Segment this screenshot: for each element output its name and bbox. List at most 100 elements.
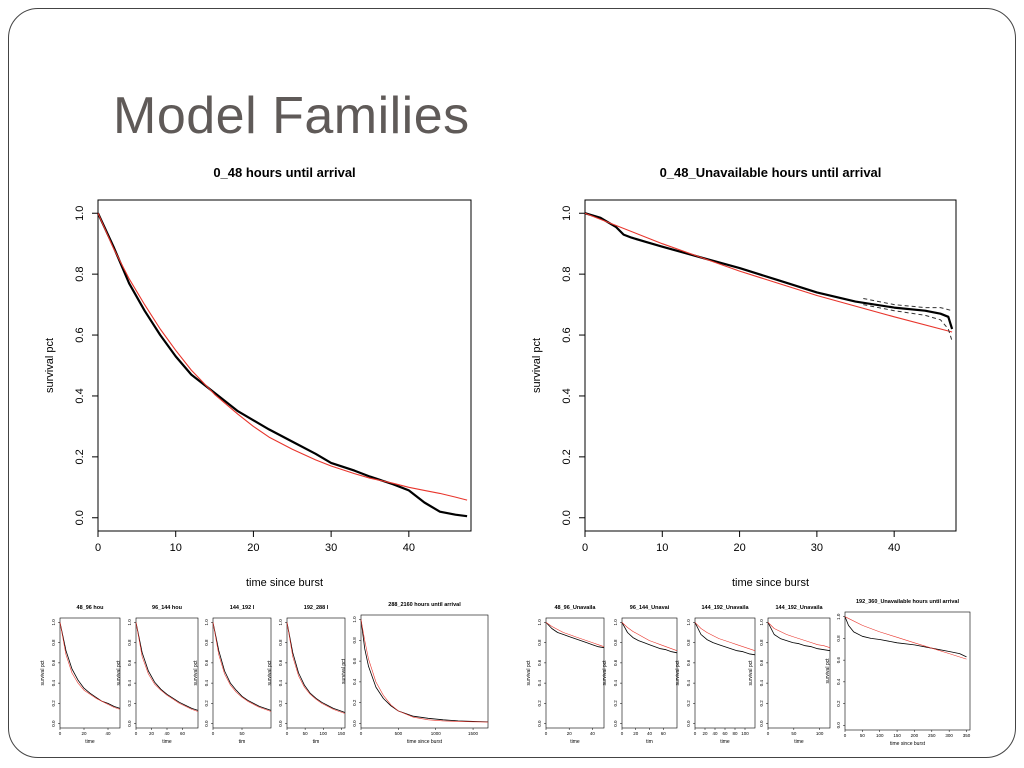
y-tick-label: 1.0 [74,206,86,221]
y-axis-label: survival pct [526,660,532,686]
x-axis-label: tim [313,739,320,745]
y-tick-label: 0.8 [537,639,542,646]
plot-frame [621,617,678,729]
plot-frame [360,614,489,729]
series-line-1 [135,622,199,711]
slide-title: Model Families [113,87,470,145]
series-line-2 [621,622,678,651]
chart-panel-5: 144_192 I 0.0 0.2 0.4 0.6 0.8 1.0 0 50 tim surviva… [193,605,272,745]
x-tick-label: 100 [741,731,749,736]
x-tick-label: 60 [722,731,728,736]
y-tick-label: 0.8 [836,635,841,642]
x-axis-label: tim [646,739,653,745]
series-line-2 [360,619,489,723]
y-tick-label: 0.6 [278,659,283,666]
y-tick-label: 1.0 [836,613,841,620]
y-tick-label: 1.0 [278,619,283,626]
x-tick-label: 250 [928,733,936,738]
series-line-2 [212,622,272,712]
x-tick-label: 10 [170,542,182,554]
series-line-1 [621,622,678,654]
series-line-1 [97,212,468,518]
series-line-2 [135,622,199,712]
x-tick-label: 20 [567,731,573,736]
y-tick-label: 0.2 [537,700,542,707]
y-tick-label: 1.0 [537,619,542,626]
y-axis-label: survival pct [531,338,543,393]
series-line-2 [767,622,831,648]
x-axis-label: time [794,739,804,745]
x-tick-label: 0 [212,731,215,736]
x-tick-label: 0 [767,731,770,736]
x-tick-label: 40 [105,731,111,736]
y-tick-label: 0.4 [759,679,764,686]
y-tick-label: 0.8 [561,266,573,281]
x-axis-label: time [162,739,172,745]
series-line-1 [286,622,346,713]
chart-title: 0_48 hours until arrival [213,165,355,180]
y-tick-label: 0.4 [836,678,841,685]
x-tick-label: 300 [945,733,953,738]
x-axis-label: time since burst [732,577,809,589]
y-tick-label: 0.6 [204,659,209,666]
x-axis-label: time since burst [246,577,323,589]
y-tick-label: 0.2 [127,700,132,707]
chart-title: 48_96_Unavaila [555,605,597,611]
x-tick-label: 1000 [431,731,442,736]
series-line-2 [584,212,953,333]
y-axis-label: survival pct [825,658,831,684]
x-tick-label: 20 [81,731,87,736]
y-tick-label: 0.8 [759,639,764,646]
series-line-1 [844,616,967,658]
x-tick-label: 0 [844,733,847,738]
x-axis-label: time [85,739,95,745]
x-tick-label: 0 [545,731,548,736]
y-axis-label: survival pct [193,660,199,686]
chart-panel-8: 48_96_Unavaila 0.0 0.2 0.4 0.6 0.8 1.0 0 20 40 tim… [526,605,605,745]
x-tick-label: 40 [164,731,170,736]
series-line-2 [59,622,121,710]
x-axis-label: time since burst [890,741,926,747]
x-tick-label: 40 [888,542,900,554]
x-axis-label: tim [239,739,246,745]
x-tick-label: 50 [303,731,309,736]
chart-panel-3: 48_96 hou 0.0 0.2 0.4 0.6 0.8 1.0 0 20 40 time surv… [40,605,121,745]
x-axis-label: time [570,739,580,745]
series-line-2 [97,212,468,501]
y-tick-label: 0.2 [278,700,283,707]
x-tick-label: 10 [656,542,668,554]
y-tick-label: 0.8 [686,639,691,646]
x-tick-label: 100 [816,731,824,736]
y-tick-label: 0.6 [74,327,86,342]
y-tick-label: 0.6 [686,659,691,666]
y-tick-label: 0.6 [51,659,56,666]
chart-title: 192_288 I [304,605,329,611]
y-tick-label: 0.8 [127,639,132,646]
y-tick-label: 0.0 [537,720,542,727]
slide-frame [8,8,1016,758]
y-tick-label: 1.0 [127,619,132,626]
y-tick-label: 0.4 [537,679,542,686]
series-line-1 [767,622,831,652]
x-tick-label: 20 [633,731,639,736]
y-tick-label: 0.2 [74,449,86,464]
y-tick-label: 0.4 [613,679,618,686]
chart-panel-10: 144_192_Unavaila 0.0 0.2 0.4 0.6 0.8 1.0 0 20 40 6… [675,605,756,745]
y-axis-label: survival pct [44,338,56,393]
y-tick-label: 0.8 [74,266,86,281]
chart-title: 144_192 I [230,605,255,611]
chart-title: 192_360_Unavailable hours until arrival [856,599,959,605]
y-tick-label: 0.8 [278,639,283,646]
y-tick-label: 0.0 [51,720,56,727]
y-tick-label: 0.6 [759,659,764,666]
y-tick-label: 0.0 [561,510,573,525]
x-tick-label: 150 [338,731,346,736]
y-tick-label: 0.4 [686,679,691,686]
x-tick-label: 1500 [468,731,479,736]
plot-frame [97,199,472,532]
y-tick-label: 0.4 [278,679,283,686]
chart-panel-12: 192_360_Unavailable hours until arrival 0… [825,599,971,747]
y-tick-label: 0.8 [613,639,618,646]
x-tick-label: 50 [791,731,797,736]
